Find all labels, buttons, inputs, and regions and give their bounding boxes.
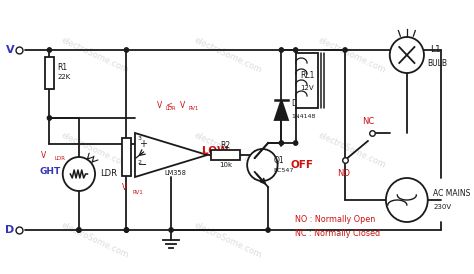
Circle shape [390, 37, 424, 73]
Text: LM358: LM358 [164, 170, 186, 176]
Circle shape [343, 48, 347, 52]
Circle shape [124, 228, 128, 232]
Circle shape [343, 158, 347, 162]
Circle shape [293, 141, 298, 145]
Text: Q1: Q1 [274, 156, 284, 164]
FancyBboxPatch shape [296, 53, 319, 108]
Text: LDR: LDR [54, 156, 65, 161]
Text: NO : Normally Open: NO : Normally Open [295, 215, 375, 224]
Text: BULB: BULB [427, 59, 447, 67]
Text: NC: NC [362, 116, 374, 125]
Text: RL1: RL1 [300, 70, 314, 79]
Text: electroSome.com: electroSome.com [60, 35, 130, 75]
Text: RV1: RV1 [134, 145, 149, 155]
Text: V: V [180, 101, 185, 110]
Text: OFF: OFF [291, 160, 314, 170]
Text: 12V: 12V [300, 85, 314, 91]
Text: 1: 1 [201, 149, 205, 153]
Text: D1: D1 [291, 99, 301, 109]
Text: +: + [138, 139, 146, 149]
Text: 230V: 230V [433, 204, 452, 210]
Circle shape [47, 48, 52, 52]
Text: electroSome.com: electroSome.com [193, 130, 264, 170]
Circle shape [47, 116, 52, 120]
Text: NC : Normally Closed: NC : Normally Closed [295, 229, 380, 238]
Text: electroSome.com: electroSome.com [193, 220, 264, 259]
Text: LOW: LOW [201, 146, 228, 156]
Circle shape [247, 149, 278, 181]
Circle shape [279, 141, 283, 145]
Text: 10k: 10k [134, 157, 147, 163]
Text: D: D [5, 225, 14, 235]
Text: 22K: 22K [57, 74, 70, 80]
Text: electroSome.com: electroSome.com [317, 35, 387, 75]
Text: GHT: GHT [40, 167, 61, 176]
FancyBboxPatch shape [45, 57, 54, 89]
Text: <: < [164, 101, 175, 110]
Circle shape [266, 228, 270, 232]
Text: V: V [157, 101, 162, 110]
Text: L1: L1 [429, 44, 440, 53]
Circle shape [77, 228, 81, 232]
Circle shape [124, 48, 128, 52]
Circle shape [124, 228, 128, 232]
Text: V: V [122, 184, 127, 193]
Text: R2: R2 [220, 141, 230, 150]
Circle shape [63, 157, 95, 191]
Circle shape [77, 228, 81, 232]
Text: BC547: BC547 [274, 167, 294, 173]
Text: 10k: 10k [219, 162, 232, 168]
Text: LDR: LDR [165, 105, 176, 110]
Text: electroSome.com: electroSome.com [317, 130, 387, 170]
Text: −: − [138, 160, 147, 170]
Text: RV1: RV1 [132, 190, 143, 195]
Text: 3: 3 [138, 136, 142, 141]
Text: NO: NO [337, 170, 350, 178]
Text: electroSome.com: electroSome.com [60, 220, 130, 259]
FancyBboxPatch shape [211, 150, 239, 160]
Text: electroSome.com: electroSome.com [193, 35, 264, 75]
Text: V: V [41, 150, 46, 159]
Circle shape [279, 48, 283, 52]
Polygon shape [275, 100, 288, 120]
Circle shape [293, 48, 298, 52]
Circle shape [386, 178, 428, 222]
Text: electroSome.com: electroSome.com [60, 130, 130, 170]
Text: 1N4148: 1N4148 [291, 113, 315, 118]
Text: R1: R1 [57, 62, 67, 72]
Text: LDR: LDR [100, 170, 117, 178]
Circle shape [169, 228, 173, 232]
FancyBboxPatch shape [122, 138, 131, 176]
Polygon shape [135, 133, 207, 177]
Text: RV1: RV1 [188, 105, 199, 110]
Text: AC MAINS: AC MAINS [433, 190, 471, 198]
Text: 2: 2 [138, 161, 142, 165]
Text: V: V [6, 45, 14, 55]
